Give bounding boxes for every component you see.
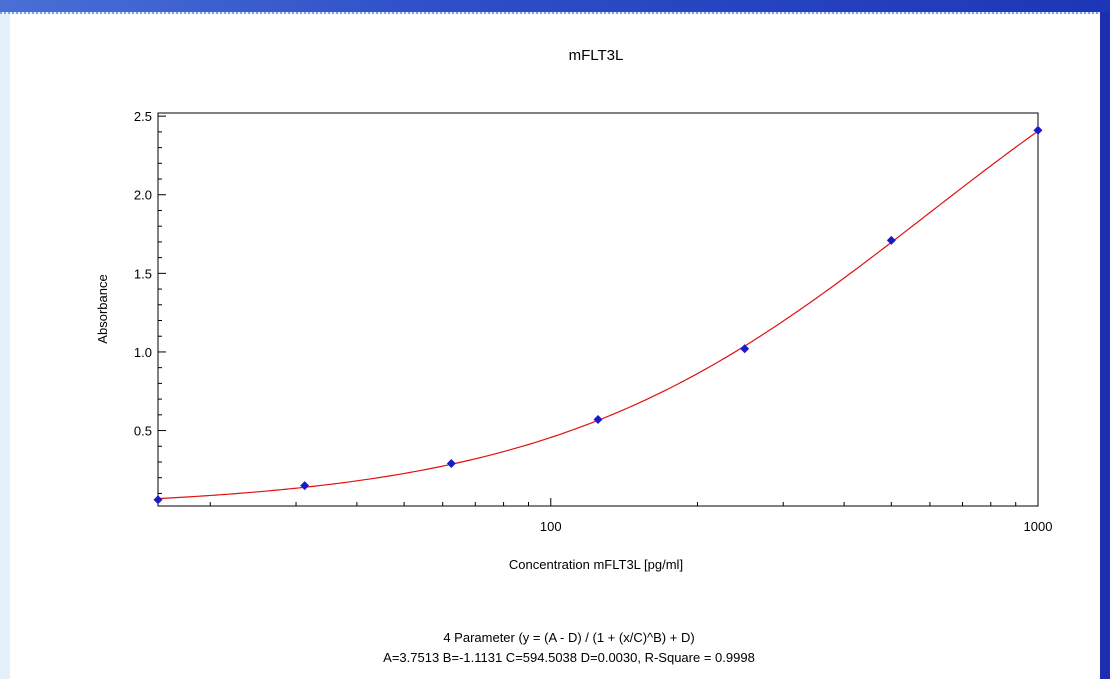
x-tick-label: 1000 xyxy=(1024,519,1053,534)
plot-area-frame xyxy=(157,112,1039,507)
data-point xyxy=(886,235,896,245)
data-point xyxy=(300,481,310,491)
y-tick-label: 2.5 xyxy=(134,109,152,124)
left-margin-strip xyxy=(0,14,10,679)
chart-title: mFLT3L xyxy=(569,47,624,64)
chart-panel xyxy=(10,14,1100,679)
y-axis-label: Absorbance xyxy=(95,274,110,343)
data-point xyxy=(446,459,456,469)
window-top-bar xyxy=(0,0,1110,12)
y-tick-label: 2.0 xyxy=(134,188,152,203)
data-point xyxy=(1033,125,1043,135)
data-point xyxy=(593,415,603,425)
y-tick-label: 0.5 xyxy=(134,424,152,439)
fit-parameters-text: A=3.7513 B=-1.1131 C=594.5038 D=0.0030, … xyxy=(383,650,755,665)
x-tick-label: 100 xyxy=(540,519,562,534)
fit-equation-text: 4 Parameter (y = (A - D) / (1 + (x/C)^B)… xyxy=(443,630,694,645)
fit-curve-group xyxy=(157,130,1039,500)
data-points xyxy=(153,125,1043,505)
data-point xyxy=(153,495,163,505)
x-axis: 100 1000 xyxy=(209,498,1053,534)
x-axis-label: Concentration mFLT3L [pg/ml] xyxy=(509,557,683,572)
data-point xyxy=(740,344,750,354)
y-axis: 0.5 1.0 1.5 2.0 2.5 xyxy=(134,109,166,494)
fit-curve-line xyxy=(157,130,1039,500)
right-scroll-strip xyxy=(1100,12,1110,679)
y-tick-label: 1.0 xyxy=(134,345,152,360)
y-tick-label: 1.5 xyxy=(134,266,152,281)
window-top-border xyxy=(0,12,1110,14)
